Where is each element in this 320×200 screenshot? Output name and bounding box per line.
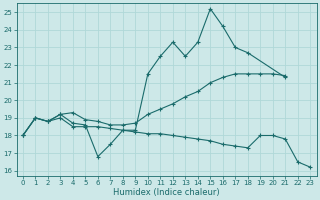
X-axis label: Humidex (Indice chaleur): Humidex (Indice chaleur) xyxy=(113,188,220,197)
